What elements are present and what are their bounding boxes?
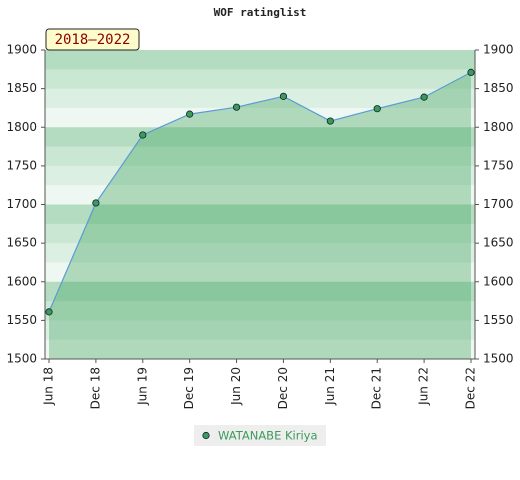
background-stripe — [45, 301, 475, 321]
y-tick-label: 1900 — [6, 43, 37, 57]
y-tick-label: 1750 — [6, 158, 37, 172]
x-tick-label: Jun 21 — [323, 367, 337, 406]
x-tick-label: Jun 22 — [417, 367, 431, 406]
y2-tick-label: 1650 — [483, 236, 514, 250]
line — [48, 71, 472, 313]
y2-tick-label: 1550 — [483, 313, 514, 327]
point — [186, 110, 194, 118]
legend-label: WATANABE Kiriya — [218, 429, 318, 443]
background-stripe — [45, 69, 475, 90]
area — [49, 72, 471, 359]
background-stripe — [45, 339, 475, 360]
legend-box — [194, 425, 326, 446]
x-tick-label: Dec 22 — [464, 367, 478, 409]
x-tick-label: Dec 20 — [276, 367, 290, 409]
background-stripe — [45, 185, 475, 205]
background-stripe — [45, 223, 475, 244]
legend-marker — [202, 431, 210, 440]
y2-tick-label: 1800 — [483, 120, 514, 134]
chart-title: WOF ratinglist — [214, 6, 307, 19]
background-stripe — [45, 243, 475, 263]
background-stripe — [45, 50, 475, 70]
x-tick-label: Dec 19 — [182, 367, 196, 409]
y-tick-label: 1850 — [6, 81, 37, 95]
y-tick-label: 1600 — [6, 274, 37, 288]
point — [279, 92, 288, 100]
y-tick-label: 1800 — [6, 120, 37, 134]
y2-tick-label: 1750 — [483, 158, 514, 172]
point — [420, 93, 428, 101]
background-stripe — [45, 281, 475, 302]
point — [467, 68, 475, 77]
y-tick-label: 1550 — [6, 313, 37, 327]
background-stripe — [45, 107, 475, 128]
point — [45, 308, 53, 316]
point — [139, 131, 147, 139]
y2-tick-label: 1850 — [483, 81, 514, 95]
x-tick-label: Jun 19 — [135, 367, 149, 406]
annotation: 2018–2022 — [55, 32, 131, 48]
x-tick-label: Dec 21 — [370, 367, 384, 409]
y2-tick-label: 1900 — [483, 43, 514, 57]
background-stripe — [45, 204, 475, 225]
background-stripe — [45, 165, 475, 186]
background-stripe — [45, 262, 475, 283]
point — [232, 103, 241, 111]
point — [326, 117, 334, 125]
annotation-box — [45, 28, 140, 51]
background-stripe — [45, 320, 475, 341]
x-tick-label: Jun 20 — [229, 367, 243, 406]
point — [92, 199, 100, 207]
y2-tick-label: 1700 — [483, 197, 514, 211]
background-stripe — [45, 88, 475, 109]
y2-tick-label: 1600 — [483, 274, 514, 288]
x-tick-label: Dec 18 — [88, 367, 102, 409]
point — [373, 105, 381, 113]
y2-tick-label: 1500 — [483, 352, 514, 366]
y-tick-label: 1650 — [6, 236, 37, 250]
background-stripe — [45, 127, 475, 148]
y-tick-label: 1700 — [6, 197, 37, 211]
background-stripe — [45, 146, 475, 167]
x-tick-label: Jun 18 — [42, 367, 56, 406]
y-tick-label: 1500 — [6, 352, 37, 366]
